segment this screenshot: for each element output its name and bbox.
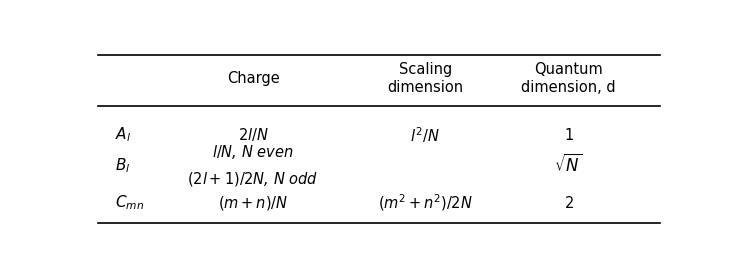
Text: $2l/N$: $2l/N$: [238, 126, 269, 143]
Text: $(m+n)/N$: $(m+n)/N$: [218, 194, 289, 212]
Text: Scaling
dimension: Scaling dimension: [387, 62, 463, 95]
Text: $2$: $2$: [564, 195, 574, 211]
Text: $(2l+1)/2N$, $N$ odd: $(2l+1)/2N$, $N$ odd: [187, 170, 319, 188]
Text: Quantum
dimension, d: Quantum dimension, d: [521, 62, 616, 95]
Text: $(m^2+n^2)/2N$: $(m^2+n^2)/2N$: [378, 193, 472, 213]
Text: $\mathbf{\mathit{A}}_l$: $\mathbf{\mathit{A}}_l$: [115, 125, 132, 144]
Text: $\sqrt{N}$: $\sqrt{N}$: [554, 154, 582, 177]
Text: $l/N$, $N$ even: $l/N$, $N$ even: [212, 143, 294, 161]
Text: Charge: Charge: [226, 71, 280, 86]
Text: $1$: $1$: [564, 127, 574, 143]
Text: $l^2/N$: $l^2/N$: [410, 125, 440, 145]
Text: $\mathbf{\mathit{B}}_l$: $\mathbf{\mathit{B}}_l$: [115, 156, 131, 175]
Text: $\mathbf{\mathit{C}}_{mn}$: $\mathbf{\mathit{C}}_{mn}$: [115, 194, 144, 212]
